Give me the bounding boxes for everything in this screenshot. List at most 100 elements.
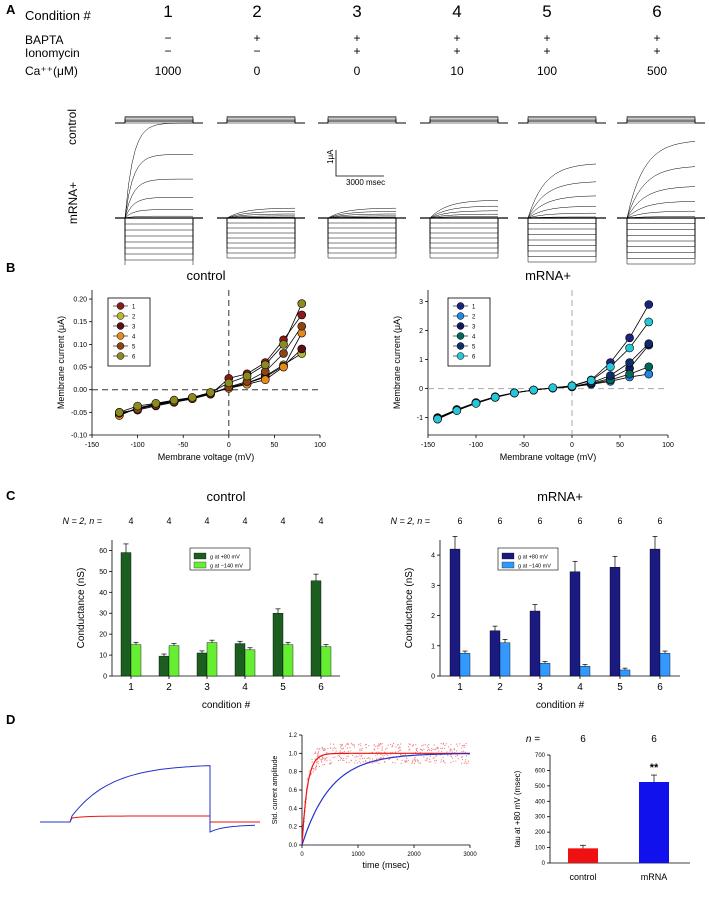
noise-dot — [381, 749, 383, 751]
mrna-trace — [626, 141, 696, 219]
mrna-trace — [327, 218, 397, 234]
data-point — [644, 339, 654, 348]
mrna-trace — [124, 218, 194, 237]
y-tick-label: -1 — [417, 415, 423, 422]
mrna-trace — [124, 218, 194, 225]
control-trace — [40, 815, 260, 823]
x-tick-label: 0 — [227, 442, 231, 449]
mrna-trace — [327, 215, 396, 219]
noise-dot — [353, 746, 356, 748]
noise-dot — [340, 756, 342, 759]
noise-dot — [440, 747, 442, 750]
y-tick-label: 200 — [535, 830, 546, 836]
noise-dot — [324, 748, 327, 750]
data-point — [606, 371, 615, 380]
y-tick-label: 50 — [99, 569, 107, 576]
x-tick-label: 3 — [204, 682, 210, 693]
noise-dot — [360, 745, 362, 747]
noise-dot — [449, 750, 451, 752]
legend-marker — [116, 312, 125, 320]
noise-dot — [323, 749, 325, 752]
bar — [569, 571, 581, 677]
noise-dot — [380, 756, 382, 759]
noise-dot — [437, 747, 439, 750]
bar — [639, 782, 669, 863]
noise-dot — [321, 761, 323, 763]
noise-dot — [350, 750, 352, 752]
noise-dot — [464, 751, 467, 753]
noise-dot — [455, 755, 457, 757]
mrna-trace — [527, 216, 596, 219]
noise-dot — [318, 747, 320, 750]
x-tick-label: 3000 — [463, 852, 477, 858]
control-trace — [217, 118, 305, 124]
bar — [459, 653, 471, 677]
noise-dot — [428, 748, 430, 750]
mrna-trace — [226, 211, 296, 219]
x-axis-label: time (msec) — [363, 860, 410, 870]
y-tick-label: 4 — [431, 553, 435, 560]
noise-dot — [443, 759, 445, 762]
chart-title: mRNA+ — [537, 490, 583, 504]
noise-dot — [435, 760, 437, 762]
mrna-trace — [124, 215, 193, 219]
mrna-trace — [527, 218, 597, 257]
noise-dot — [316, 762, 318, 764]
noise-dot — [385, 753, 387, 756]
mrna-trace — [327, 218, 397, 244]
legend-label: g at −140 mV — [518, 564, 551, 570]
x-axis-label: Membrane voltage (mV) — [500, 452, 597, 462]
noise-dot — [368, 757, 370, 759]
y-tick-label: 0 — [103, 674, 107, 681]
mrna-trace — [626, 201, 696, 219]
legend-marker — [116, 352, 125, 360]
x-tick-label: 5 — [280, 682, 286, 693]
condition-number: 6 — [652, 2, 662, 21]
control-trace — [217, 116, 305, 124]
data-point — [279, 349, 288, 358]
ionomycin-value: + — [453, 44, 461, 58]
mrna-trace — [527, 195, 597, 219]
data-point — [279, 340, 288, 349]
n-value: 6 — [580, 734, 586, 745]
noise-dot — [381, 746, 383, 748]
noise-dot — [394, 751, 397, 753]
control-trace — [617, 118, 705, 124]
mrna-trace — [626, 216, 695, 219]
noise-dot — [386, 747, 388, 749]
noise-dot — [378, 744, 380, 746]
y-tick-label: 700 — [535, 753, 546, 759]
noise-dot — [426, 760, 428, 762]
legend-marker — [456, 332, 465, 340]
noise-dot — [434, 762, 436, 764]
noise-dot — [337, 754, 339, 757]
significance-annotation: ** — [650, 762, 659, 774]
noise-dot — [404, 754, 406, 756]
data-point — [644, 300, 654, 309]
legend-label: 4 — [132, 335, 136, 341]
bar — [168, 645, 180, 677]
noise-dot — [426, 758, 428, 760]
noise-dot — [344, 745, 347, 747]
noise-dot — [375, 755, 377, 757]
control-trace — [318, 116, 406, 124]
legend-marker — [116, 302, 125, 310]
mrna-trace — [124, 197, 193, 219]
x-tick-label: 2000 — [407, 852, 421, 858]
noise-dot — [414, 756, 416, 759]
data-point — [471, 399, 481, 408]
noise-dot — [392, 742, 395, 745]
noise-dot — [361, 754, 363, 756]
noise-dot — [362, 761, 364, 763]
n-label: N = 2, n = — [62, 516, 102, 526]
mrna-trace — [429, 213, 498, 219]
noise-dot — [359, 750, 361, 752]
x-tick-label: 0 — [570, 442, 574, 449]
noise-dot — [359, 754, 361, 756]
noise-dot — [444, 762, 446, 764]
noise-dot — [391, 745, 393, 748]
control-trace — [318, 118, 406, 124]
mrna-trace — [429, 216, 498, 219]
iv-control-chart: control -150 -100 -50 0 50 100 -0.10 -0.05 0.00 0.… — [56, 268, 326, 462]
x-tick-label: 6 — [657, 682, 663, 693]
